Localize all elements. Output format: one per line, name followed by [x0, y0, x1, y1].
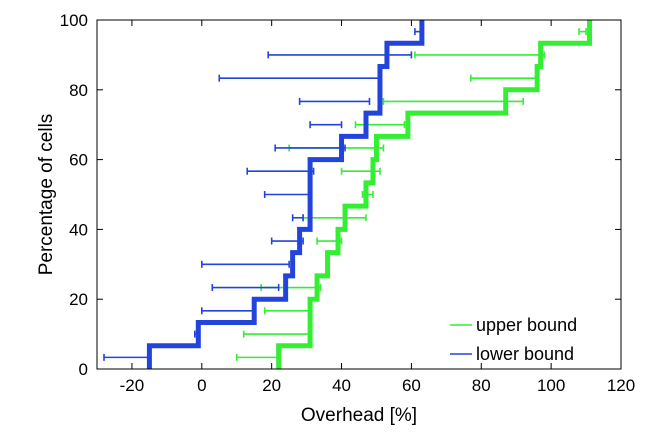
y-tick-label: 60 [69, 151, 88, 170]
axis-ticks: -20 0 20 40 60 80 100 120 0 20 40 60 80 100 [60, 11, 636, 395]
x-tick-label: 100 [537, 376, 565, 395]
upper-bound-errorbar-9 [354, 121, 406, 129]
lower-bound-errorbar-0 [103, 353, 151, 361]
x-tick-label: 40 [332, 376, 351, 395]
upper-bound-errorbar-11 [469, 74, 538, 82]
lower-bound-errorbar-13 [267, 51, 413, 59]
legend-label-upper-bound: upper bound [476, 315, 577, 335]
legend-label-lower-bound: lower bound [476, 344, 574, 364]
y-tick-label: 100 [60, 11, 88, 30]
y-axis-title: Percentage of cells [36, 114, 57, 276]
plot-frame [96, 19, 622, 370]
x-tick-label: 80 [472, 376, 491, 395]
lower-bound-errorbar-10 [309, 121, 343, 129]
upper-bound-errorbar-12 [414, 51, 545, 59]
legend: upper bound lower bound [450, 315, 577, 364]
x-tick-label: 60 [402, 376, 421, 395]
lower-bound-errorbar-8 [246, 167, 315, 175]
lower-bound-errorbar-6 [291, 214, 304, 222]
lower-bound-errorbar-3 [211, 284, 280, 292]
lower-bound-errorbar-2 [201, 307, 255, 315]
lower-bound-step-line [146, 20, 425, 369]
y-tick-label: 80 [69, 81, 88, 100]
plot-marks [103, 20, 593, 369]
y-tick-label: 0 [79, 360, 88, 379]
upper-bound-errorbar-0 [235, 353, 280, 361]
upper-bound-errorbar-10 [382, 97, 524, 105]
lower-bound-errorbar-9 [274, 144, 346, 152]
lower-bound-errorbar-4 [201, 260, 290, 268]
x-tick-label: 20 [262, 376, 281, 395]
upper-bound-errorbar-1 [242, 330, 311, 338]
x-tick-label: 0 [197, 376, 206, 395]
x-tick-label: 120 [607, 376, 635, 395]
x-axis-title: Overhead [%] [301, 405, 417, 426]
lower-bound-errorbar-7 [263, 191, 311, 198]
upper-bound-step-line [276, 20, 593, 369]
upper-bound-errorbar-2 [263, 307, 311, 315]
y-tick-label: 20 [69, 290, 88, 309]
y-tick-label: 40 [69, 220, 88, 239]
lower-bound-errorbar-12 [218, 74, 381, 82]
lower-bound-errorbar-11 [298, 97, 371, 105]
upper-bound-errorbar-13 [578, 28, 587, 36]
x-tick-label: -20 [120, 376, 145, 395]
